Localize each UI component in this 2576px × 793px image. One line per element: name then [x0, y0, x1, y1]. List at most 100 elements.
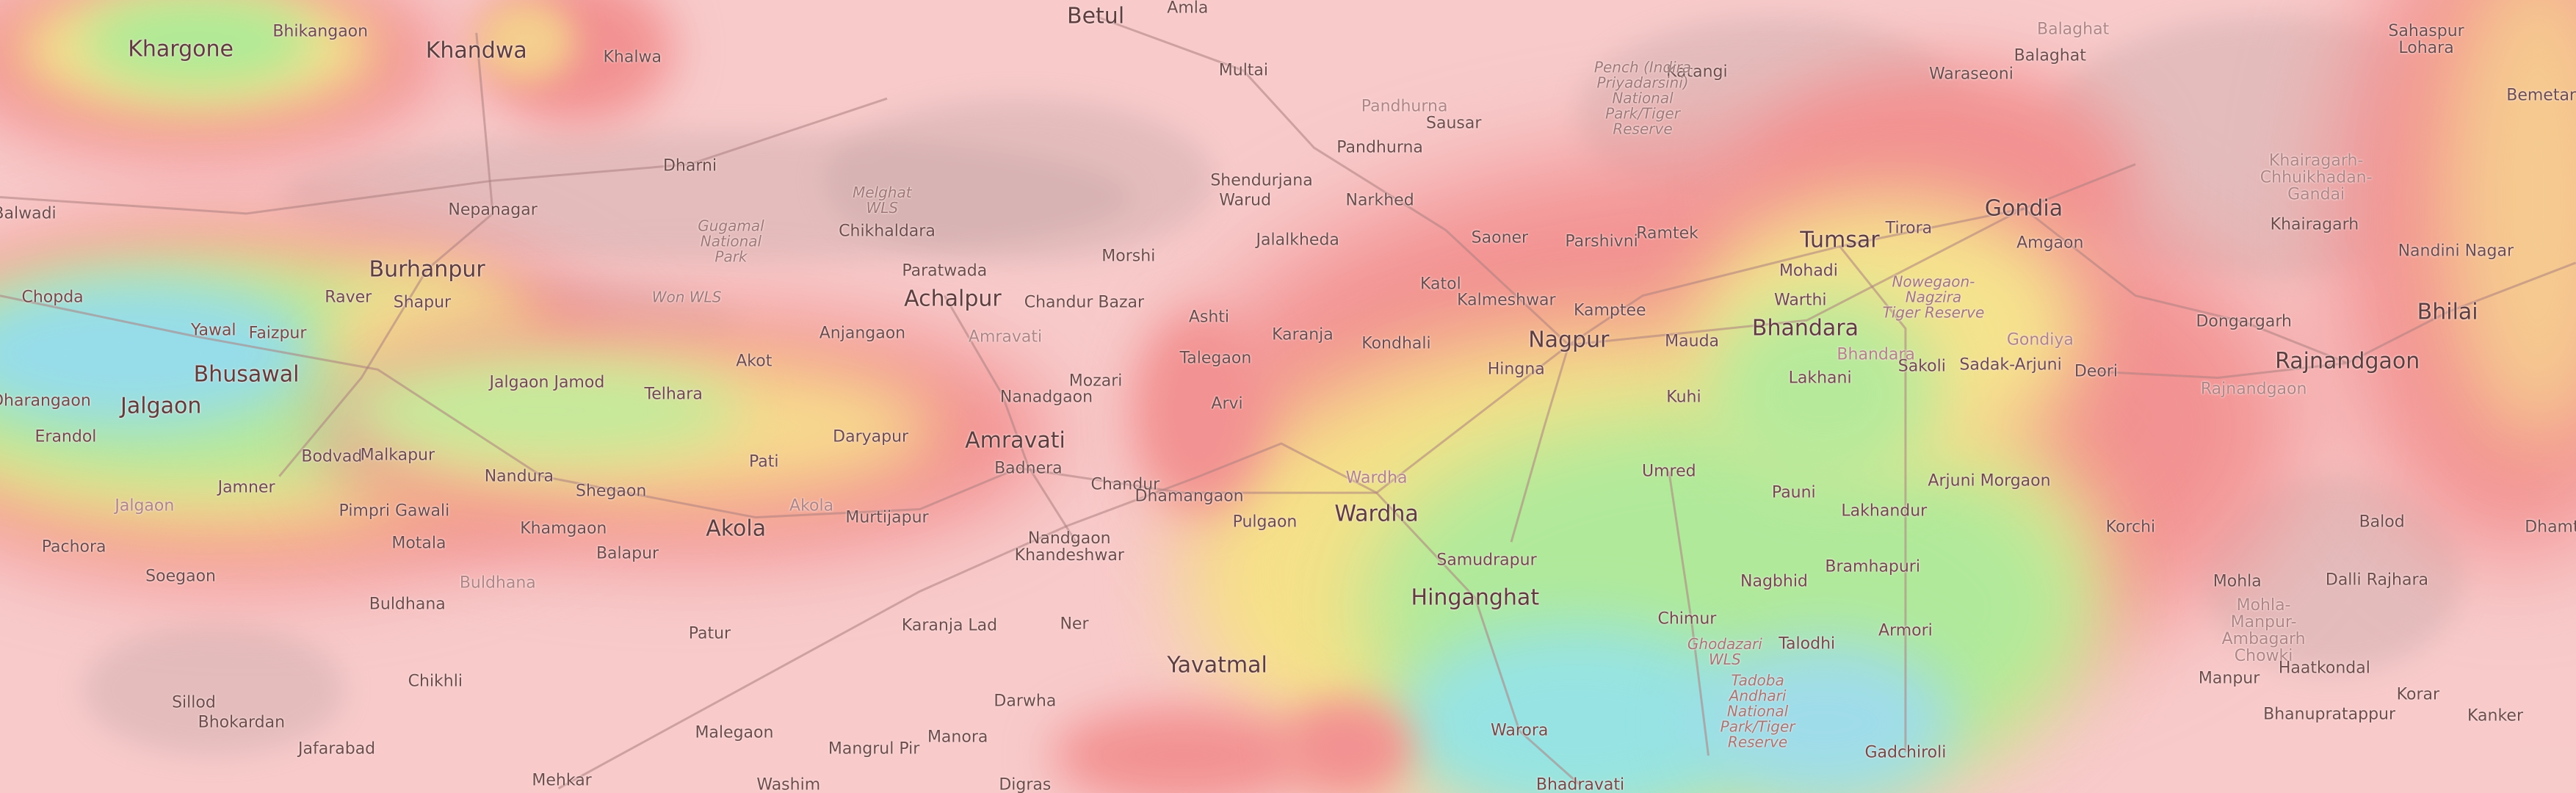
place-label: Armori — [1878, 621, 1933, 640]
place-label: Kondhali — [1361, 333, 1431, 352]
road — [1568, 207, 2025, 347]
place-label: Kalmeshwar — [1457, 291, 1556, 310]
road — [1510, 344, 1570, 543]
place-label: Dharni — [662, 156, 717, 175]
place-label: Katol — [1419, 275, 1461, 294]
place-label: Lakhandur — [1841, 501, 1928, 521]
place-label: Talodhi — [1779, 634, 1836, 653]
place-label: Pandhurna — [1336, 138, 1423, 157]
place-label: Karanja Lad — [901, 616, 998, 635]
place-label: Khandwa — [425, 37, 527, 64]
hill-shade — [82, 624, 345, 756]
place-label: Pauni — [1771, 483, 1816, 502]
place-label: Faizpur — [248, 324, 307, 343]
place-label: Amravati — [965, 427, 1066, 453]
road — [0, 97, 888, 215]
place-label: Ramtek — [1636, 224, 1698, 243]
place-label: Amravati — [968, 327, 1043, 347]
place-label: Arvi — [1211, 394, 1243, 413]
place-label: Yawal — [191, 321, 236, 340]
place-label: Talegaon — [1179, 349, 1252, 368]
place-label: Sausar — [1426, 114, 1482, 133]
place-label: Mangrul Pir — [828, 739, 920, 758]
place-label: Warthi — [1773, 291, 1827, 310]
place-label: Mohadi — [1779, 261, 1838, 280]
place-label: Malegaon — [695, 723, 774, 742]
road — [278, 32, 494, 477]
place-label: Korchi — [2105, 518, 2156, 537]
elevation-zone — [1281, 698, 1413, 793]
place-label: Raver — [325, 288, 372, 307]
place-label: Jalalkheda — [1256, 231, 1339, 250]
place-label: Bhusawal — [193, 361, 300, 388]
place-label: Akot — [736, 352, 773, 371]
place-label: Pulgaon — [1232, 513, 1298, 532]
place-label: Dharangaon — [0, 391, 91, 410]
place-label: Rajnandgaon — [2200, 380, 2307, 399]
place-label: Gondiya — [2006, 330, 2074, 350]
protected-area-label: Tadoba Andhari National Park/Tiger Reser… — [1720, 671, 1795, 751]
place-label: Sillod — [172, 693, 216, 712]
place-label: Achalpur — [904, 286, 1002, 312]
place-label: Darwha — [994, 692, 1057, 711]
place-label: Jafarabad — [298, 739, 376, 758]
place-label: Chikhaldara — [839, 222, 936, 241]
elevation-zone — [1051, 706, 1314, 793]
place-label: Wardha — [1334, 501, 1419, 527]
place-label: Washim — [756, 775, 821, 793]
protected-area-label: Nowegaon- Nagzira Tiger Reserve — [1882, 272, 1985, 322]
road — [2023, 207, 2576, 365]
place-label: Nepanagar — [448, 200, 538, 220]
place-label: Pati — [748, 452, 779, 471]
place-label: Mauda — [1665, 332, 1720, 351]
road — [557, 442, 1378, 790]
place-label: Burhanpur — [369, 256, 485, 283]
place-label: Bhokardan — [198, 713, 286, 732]
place-label: Daryapur — [833, 427, 909, 446]
place-label: Multai — [1218, 61, 1269, 80]
place-label: Nandura — [484, 467, 554, 486]
place-label: Bhadravati — [1535, 775, 1625, 793]
place-label: Erandol — [35, 427, 97, 446]
place-label: Jalgaon — [120, 392, 202, 419]
elevation-zone — [82, 0, 313, 87]
place-label: Telhara — [644, 385, 703, 404]
place-label: Chopda — [21, 288, 84, 307]
place-label: Bhandara — [1837, 345, 1915, 364]
place-label: Malkapur — [360, 446, 435, 465]
place-label: Dalli Rajhara — [2325, 571, 2428, 590]
place-label: Motala — [391, 534, 446, 553]
place-label: Balaghat — [2037, 20, 2110, 39]
place-label: Pandhurna — [1361, 97, 1448, 116]
road — [1095, 15, 1570, 346]
place-label: Buldhana — [369, 595, 446, 614]
place-label: Lakhani — [1788, 368, 1852, 387]
place-label: Hinganghat — [1411, 584, 1540, 611]
place-label: Waraseoni — [1928, 65, 2014, 84]
place-label: Mozari — [1068, 372, 1123, 391]
place-label: Soegaon — [145, 567, 216, 586]
place-label: Balapur — [596, 544, 659, 563]
place-label: Digras — [999, 775, 1052, 793]
protected-area-label: Ghodazari WLS — [1687, 635, 1762, 669]
place-label: Bemetara — [2506, 86, 2576, 105]
protected-area-label: Melghat WLS — [852, 183, 912, 217]
elevation-zone — [1708, 295, 1939, 493]
place-label: Korar — [2396, 685, 2440, 704]
place-label: Betul — [1067, 3, 1125, 29]
place-label: Umred — [1641, 462, 1696, 481]
place-label: Balwadi — [0, 204, 57, 223]
place-label: Balaghat — [2014, 46, 2086, 65]
place-label: Bhilai — [2417, 299, 2478, 325]
place-label: Yavatmal — [1167, 652, 1267, 678]
place-label: Mohla- Manpur- Ambagarh Chowki — [2221, 595, 2306, 666]
protected-area-label: Pench (Indira Priyadarsini) National Par… — [1593, 58, 1692, 138]
place-label: Shendurjana — [1210, 171, 1313, 190]
place-label: Sadak-Arjuni — [1959, 355, 2062, 374]
place-label: Wardha — [1345, 468, 1408, 488]
place-label: Ashti — [1188, 308, 1230, 327]
place-label: Dhamtari — [2525, 518, 2576, 537]
